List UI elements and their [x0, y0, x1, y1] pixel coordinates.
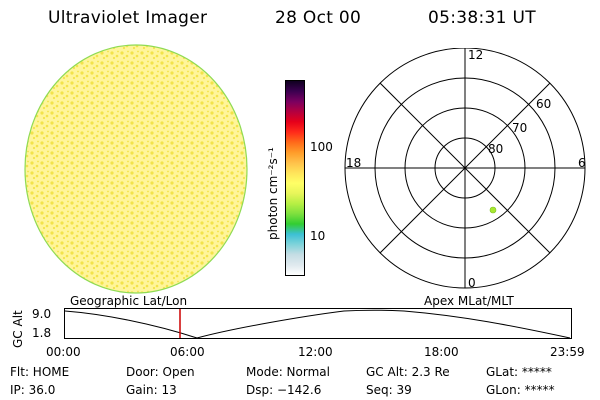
time-tick-0000: 00:00: [46, 345, 81, 359]
mlt-label-18: 18: [346, 156, 362, 170]
seq-status: Seq: 39: [366, 383, 412, 397]
auroral-image: [24, 44, 248, 294]
glat-status: GLat: *****: [486, 365, 552, 379]
colorbar-tick-10: 10: [310, 229, 326, 243]
colorbar-tick-100: 100: [310, 140, 333, 154]
gain-status: Gain: 13: [126, 383, 177, 397]
altitude-timeline-plot: [64, 308, 572, 339]
polar-grid: [344, 48, 586, 289]
color-scale-bar: [285, 80, 305, 276]
lat-label-80: 80: [488, 142, 504, 156]
apex-coords-label: Apex MLat/MLT: [424, 294, 514, 308]
date-label: 28 Oct 00: [275, 8, 362, 28]
time-tick-1200: 12:00: [298, 345, 333, 359]
lat-label-60: 60: [536, 97, 552, 111]
mlt-label-12: 12: [468, 48, 484, 62]
mlt-label-0: 0: [468, 276, 476, 290]
mode-status: Mode: Normal: [246, 365, 330, 379]
ip-status: IP: 36.0: [10, 383, 56, 397]
lat-label-70: 70: [512, 121, 528, 135]
time-label: 05:38:31 UT: [428, 8, 536, 28]
gc-alt-axis-title: GC Alt: [11, 310, 25, 348]
gc-alt-top-value: 9.0: [32, 307, 52, 321]
time-tick-2359: 23:59: [550, 345, 585, 359]
mlt-label-6: 6: [578, 156, 586, 170]
time-tick-0600: 06:00: [170, 345, 205, 359]
dsp-status: Dsp: −142.6: [246, 383, 322, 397]
spacecraft-position-marker: [489, 206, 497, 214]
glon-status: GLon: *****: [486, 383, 555, 397]
instrument-title: Ultraviolet Imager: [48, 8, 208, 28]
colorbar-unit-label: photon cm⁻²s⁻¹: [266, 147, 280, 240]
gc-alt-bottom-value: 1.8: [32, 326, 52, 340]
time-tick-1800: 18:00: [424, 345, 459, 359]
door-status: Door: Open: [126, 365, 195, 379]
gc-alt-status: GC Alt: 2.3 Re: [366, 365, 450, 379]
geographic-coords-label: Geographic Lat/Lon: [70, 294, 188, 308]
flt-status: Flt: HOME: [10, 365, 70, 379]
